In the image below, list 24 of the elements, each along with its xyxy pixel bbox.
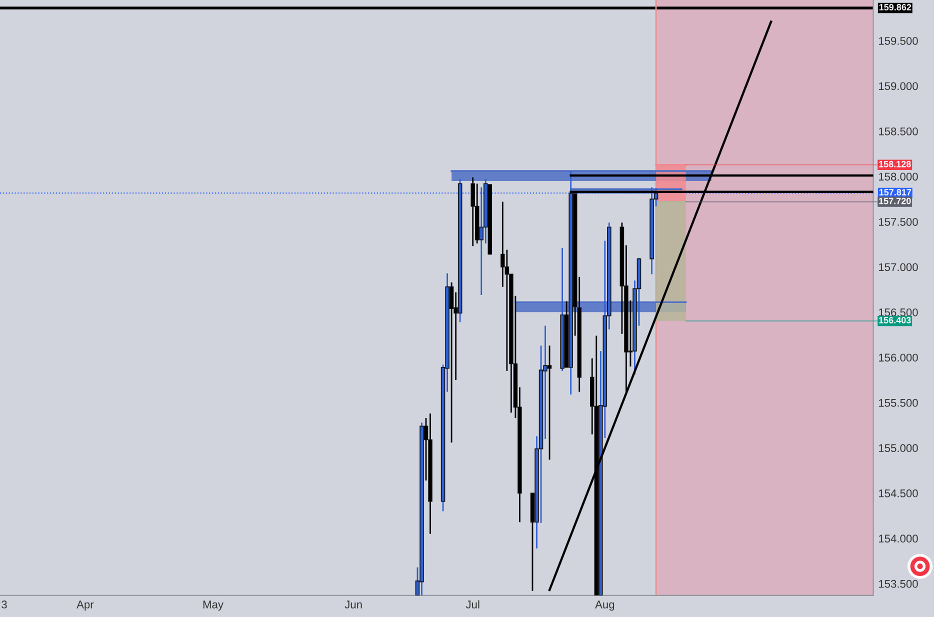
y-tick-label: 155.000	[879, 444, 918, 452]
y-tick-label: 156.500	[879, 308, 918, 316]
y-tick-label: 158.500	[879, 127, 918, 136]
y-tick-label: 154.500	[879, 489, 918, 498]
y-tick-label: 157.500	[879, 218, 918, 226]
ref-line-label: 157.817	[879, 189, 912, 196]
y-tick-label: 154.000	[879, 534, 918, 543]
x-tick-label: Apr	[76, 600, 94, 611]
ref-line-label: 159.862	[879, 4, 912, 10]
annotation: 158.128	[879, 160, 911, 168]
x-tick-label: Aug	[595, 600, 614, 611]
x-tick-label: 3	[2, 600, 7, 608]
y-tick-label: 153.500	[879, 580, 918, 588]
y-tick-label: 157.000	[879, 263, 918, 272]
annotation: 156.403	[879, 316, 911, 324]
x-tick-label: Jul	[466, 600, 480, 608]
y-tick-label: 156.000	[879, 354, 918, 362]
x-tick-label: Jun	[344, 600, 362, 608]
y-tick-label: 155.500	[879, 398, 918, 407]
y-tick-label: 159.500	[879, 36, 918, 45]
y-tick-label: 158.000	[879, 172, 918, 181]
y-tick-label: 159.000	[879, 82, 918, 90]
annotation: 157.720	[879, 198, 911, 204]
x-tick-label: May	[203, 600, 224, 611]
